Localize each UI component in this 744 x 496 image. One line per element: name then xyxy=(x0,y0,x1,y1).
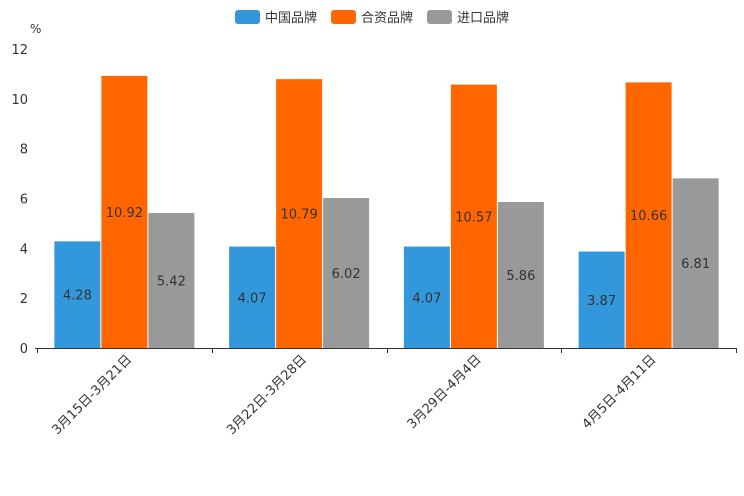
legend-item-joint-venture-brand[interactable]: 合资品牌 xyxy=(330,7,413,26)
y-tick-label: 4 xyxy=(20,242,28,257)
bar-value-label: 5.42 xyxy=(157,274,186,289)
bar-value-label: 6.02 xyxy=(332,267,361,282)
legend-swatch-china-brand xyxy=(234,9,260,24)
y-tick-label: 0 xyxy=(20,342,28,357)
bar[interactable] xyxy=(672,178,719,348)
y-tick-label: 12 xyxy=(11,43,28,58)
bar-value-label: 10.92 xyxy=(106,206,143,221)
y-tick-label: 8 xyxy=(20,143,28,158)
legend-label-import-brand: 进口品牌 xyxy=(457,11,510,26)
legend-swatch-joint-venture-brand xyxy=(330,9,356,24)
y-axis-unit: % xyxy=(30,22,42,36)
bar-value-label: 3.87 xyxy=(587,294,616,309)
bar-value-label: 10.57 xyxy=(455,210,492,225)
bar[interactable] xyxy=(450,84,497,349)
bar[interactable] xyxy=(148,212,195,348)
legend: 中国品牌 合资品牌 进口品牌 xyxy=(0,7,744,26)
legend-label-china-brand: 中国品牌 xyxy=(264,11,317,26)
legend-item-china-brand[interactable]: 中国品牌 xyxy=(234,7,317,26)
y-tick-label: 2 xyxy=(20,292,28,307)
bar-value-label: 6.81 xyxy=(681,257,710,272)
bar[interactable] xyxy=(403,246,450,348)
bar-value-label: 4.07 xyxy=(238,291,267,306)
bar[interactable] xyxy=(578,251,625,348)
bar[interactable] xyxy=(101,75,148,348)
bar[interactable] xyxy=(276,79,323,348)
x-category-label: 3月29日-4月4日 xyxy=(405,352,485,432)
x-category-label: 4月5日-4月11日 xyxy=(580,352,660,432)
legend-swatch-import-brand xyxy=(427,9,452,24)
bar[interactable] xyxy=(54,241,101,348)
bar[interactable] xyxy=(229,246,276,348)
y-tick-label: 6 xyxy=(20,193,28,208)
bar[interactable] xyxy=(323,198,370,348)
legend-label-joint-venture-brand: 合资品牌 xyxy=(360,11,413,26)
y-tick-label: 10 xyxy=(11,93,28,108)
bar[interactable] xyxy=(625,82,672,348)
x-category-label: 3月22日-3月28日 xyxy=(224,352,310,438)
x-category-label: 3月15日-3月21日 xyxy=(49,352,135,438)
bar-value-label: 4.07 xyxy=(412,291,441,306)
bar-value-label: 4.28 xyxy=(63,289,92,304)
bar-value-label: 10.79 xyxy=(281,208,318,223)
bar-value-label: 10.66 xyxy=(630,209,667,224)
bar[interactable] xyxy=(497,201,544,348)
bar-value-label: 5.86 xyxy=(506,269,535,284)
legend-item-import-brand[interactable]: 进口品牌 xyxy=(427,7,509,26)
